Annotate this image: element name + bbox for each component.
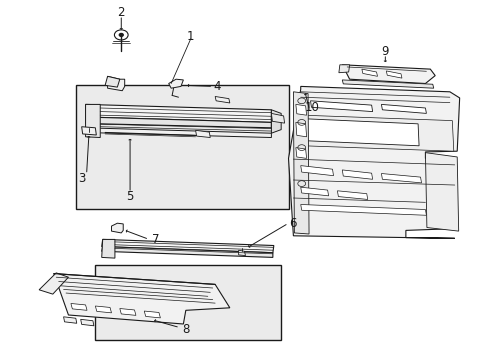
Polygon shape	[81, 127, 96, 135]
Polygon shape	[107, 76, 124, 91]
Polygon shape	[81, 319, 94, 326]
Polygon shape	[238, 250, 245, 256]
Polygon shape	[300, 204, 426, 215]
Circle shape	[119, 33, 123, 36]
Text: 5: 5	[126, 190, 134, 203]
Polygon shape	[271, 113, 284, 123]
Polygon shape	[215, 96, 229, 103]
Polygon shape	[305, 119, 418, 146]
Polygon shape	[271, 110, 281, 133]
Text: 2: 2	[117, 6, 125, 19]
Polygon shape	[386, 71, 401, 78]
Polygon shape	[381, 174, 421, 183]
Text: 9: 9	[381, 45, 388, 58]
Polygon shape	[102, 239, 115, 258]
Text: 8: 8	[182, 323, 189, 336]
Polygon shape	[342, 65, 434, 84]
Text: 4: 4	[213, 80, 221, 93]
Text: 3: 3	[78, 172, 86, 185]
Polygon shape	[95, 306, 111, 313]
Polygon shape	[342, 80, 433, 88]
Polygon shape	[105, 76, 120, 87]
Polygon shape	[361, 69, 377, 76]
Polygon shape	[111, 223, 123, 233]
Polygon shape	[54, 274, 229, 324]
Text: 7: 7	[151, 233, 159, 246]
Polygon shape	[295, 104, 306, 115]
Polygon shape	[300, 166, 333, 176]
Polygon shape	[337, 191, 367, 199]
Polygon shape	[295, 122, 306, 137]
Polygon shape	[102, 247, 272, 257]
Polygon shape	[71, 303, 87, 310]
Polygon shape	[120, 309, 136, 315]
Polygon shape	[338, 65, 349, 73]
Polygon shape	[425, 153, 458, 231]
Bar	[95, 265, 281, 340]
Polygon shape	[85, 117, 271, 128]
Polygon shape	[303, 115, 453, 151]
Polygon shape	[310, 101, 372, 112]
Polygon shape	[288, 86, 459, 238]
Polygon shape	[85, 104, 100, 138]
Polygon shape	[300, 187, 328, 196]
Polygon shape	[102, 239, 273, 253]
Polygon shape	[63, 317, 77, 323]
Bar	[76, 85, 288, 209]
Polygon shape	[295, 148, 306, 158]
Polygon shape	[168, 79, 183, 88]
Polygon shape	[293, 92, 308, 234]
Polygon shape	[85, 104, 271, 122]
Polygon shape	[342, 170, 372, 179]
Text: 1: 1	[186, 30, 194, 42]
Polygon shape	[381, 104, 426, 113]
Polygon shape	[195, 130, 210, 138]
Polygon shape	[85, 128, 271, 138]
Text: 6: 6	[288, 217, 296, 230]
Polygon shape	[39, 273, 68, 294]
Text: 10: 10	[304, 101, 319, 114]
Polygon shape	[144, 311, 160, 318]
